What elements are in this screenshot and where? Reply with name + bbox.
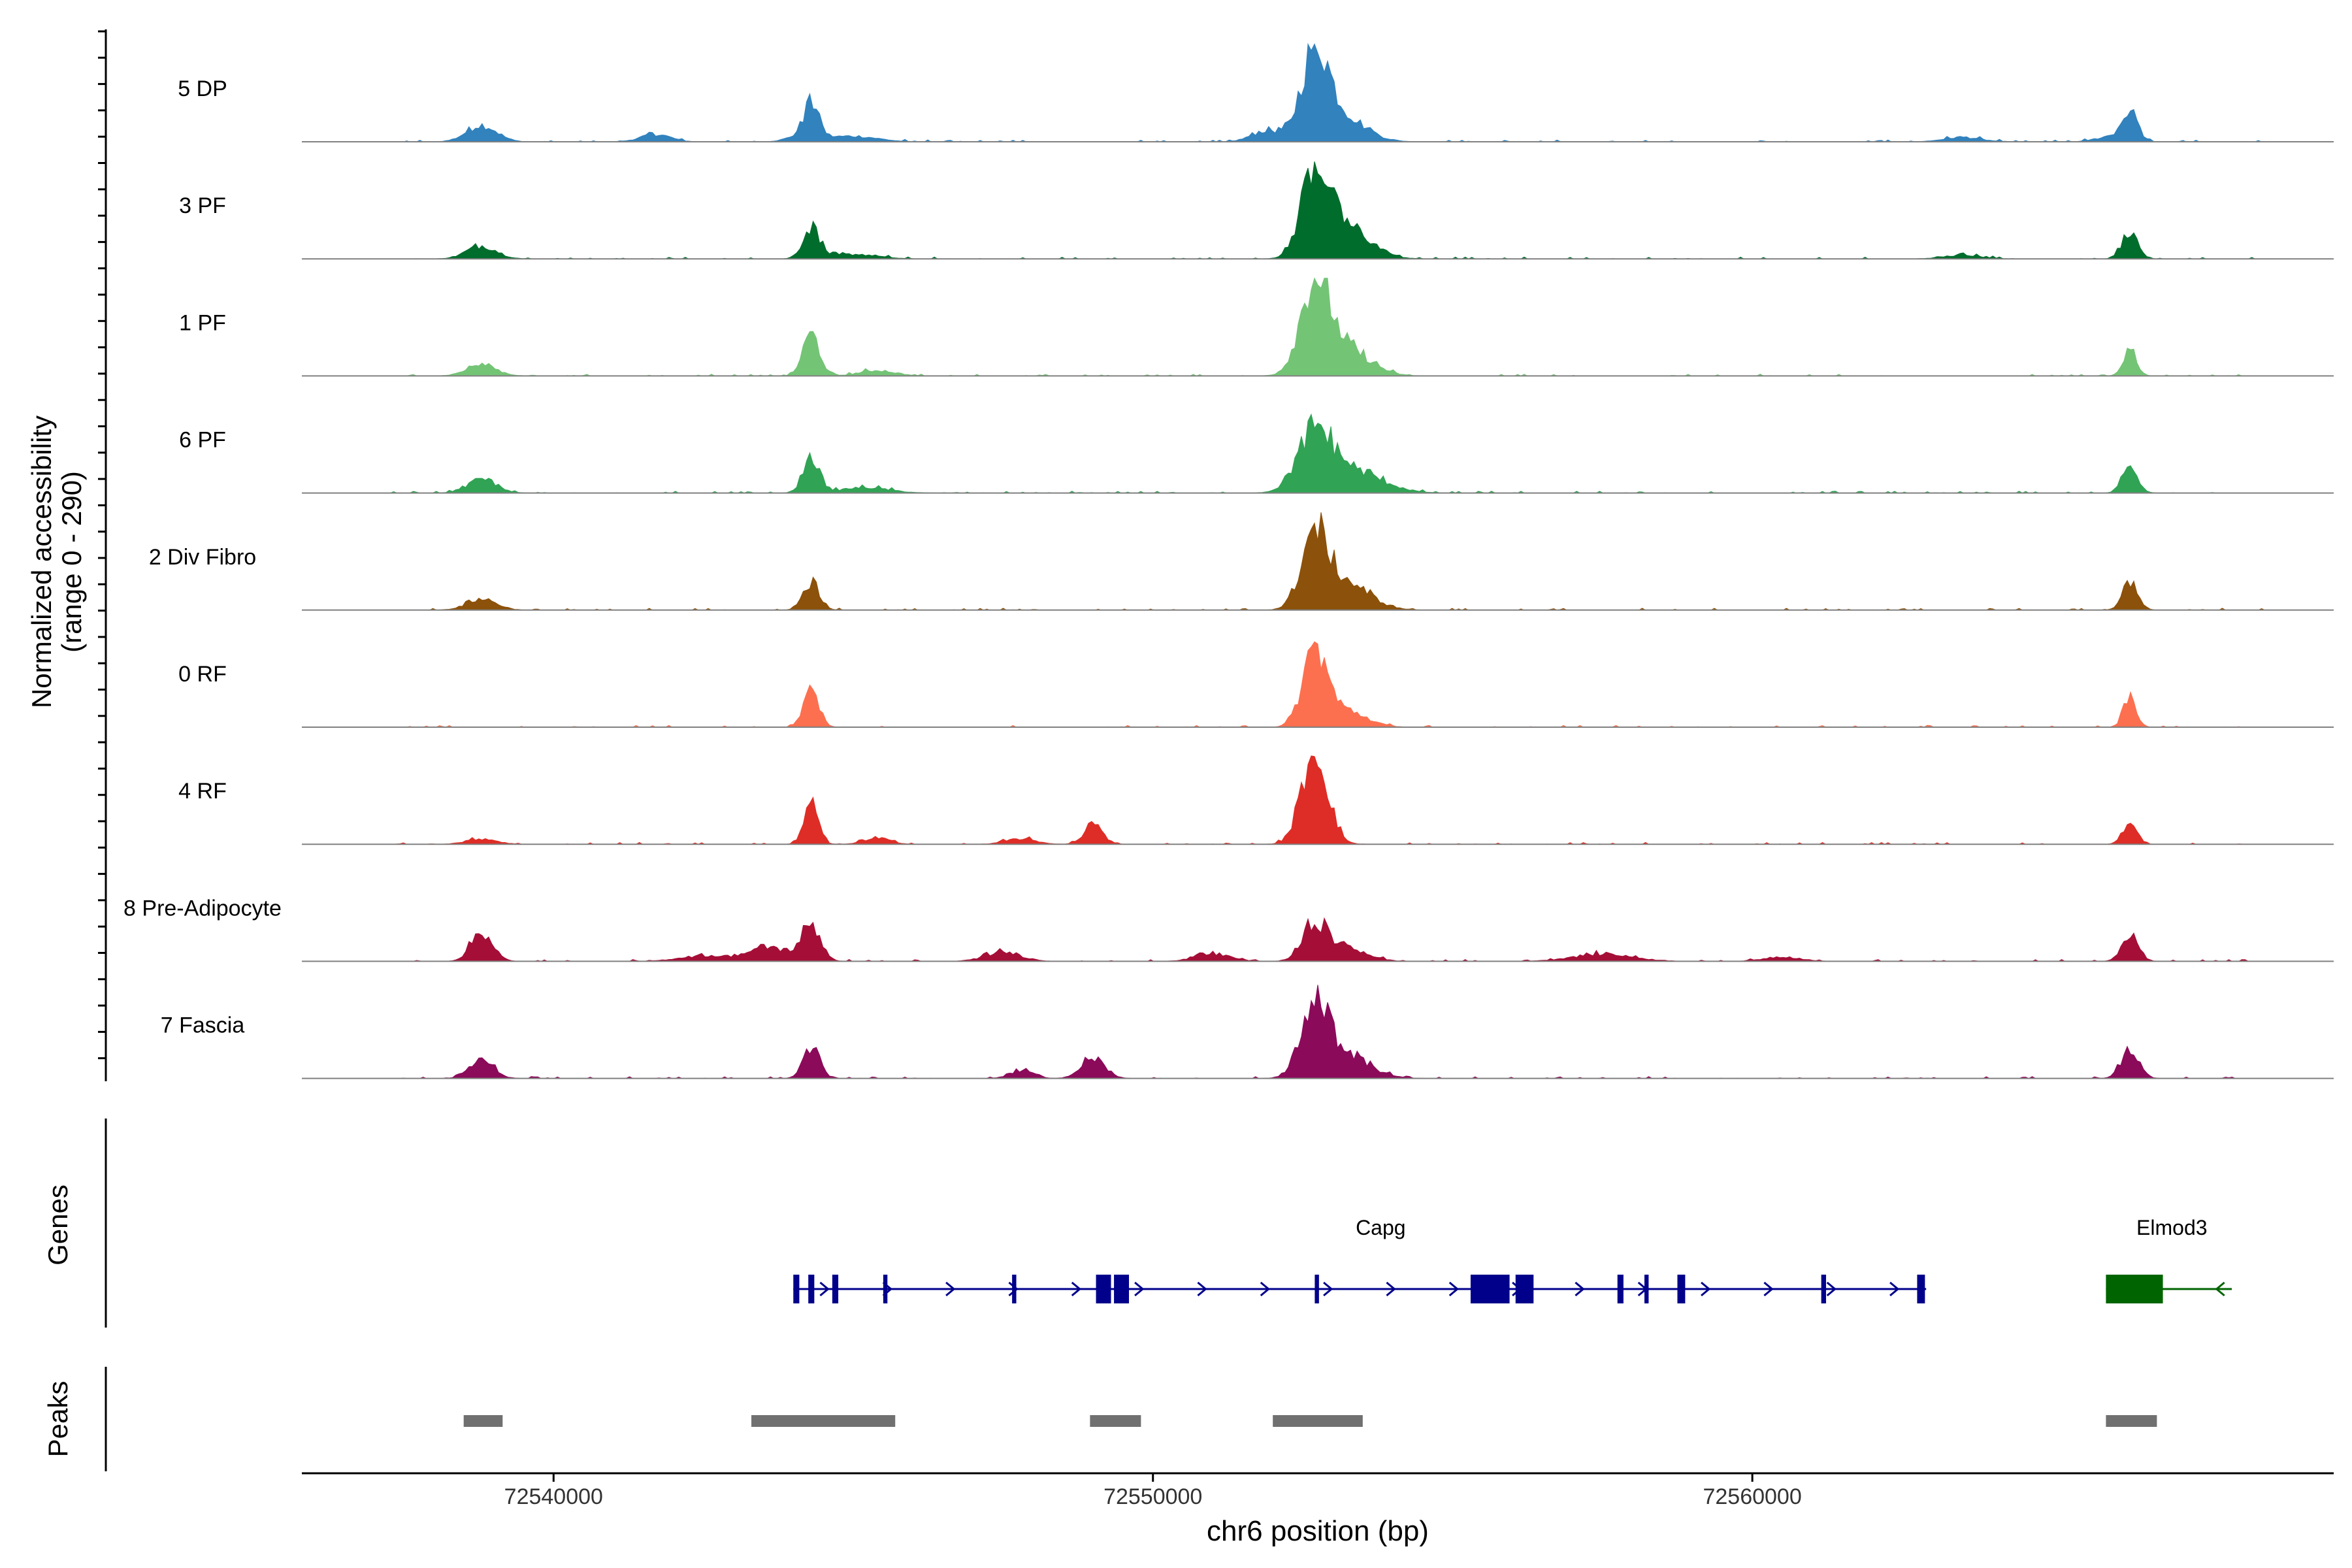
gene-label: Capg xyxy=(1356,1216,1406,1239)
peak-bar xyxy=(2106,1415,2157,1427)
peak-bar xyxy=(463,1415,503,1427)
track-label: 4 RF xyxy=(178,779,227,804)
peaks-track-label: Peaks xyxy=(42,1381,73,1458)
coverage-area xyxy=(302,512,2334,611)
strand-chevron xyxy=(1701,1281,1711,1297)
coverage-tracks: 5 DP 3 PF 1 PF 6 PF 2 Div Fibro 0 RF 4 RF 8 Pre… xyxy=(123,42,2334,1079)
exon xyxy=(1515,1275,1534,1303)
x-tick-label: 72550000 xyxy=(1103,1484,1202,1509)
coverage-y-ticks xyxy=(98,30,106,1060)
exon xyxy=(1012,1275,1017,1303)
x-axis-ticks: 72540000 72550000 72560000 xyxy=(504,1473,1802,1509)
peak-bar xyxy=(1273,1415,1363,1427)
strand-chevron xyxy=(1386,1281,1396,1297)
strand-chevron xyxy=(1008,1281,1019,1297)
coverage-area xyxy=(302,641,2334,728)
gene-models: Capg Elmod3 xyxy=(793,1216,2232,1303)
strand-chevron xyxy=(1448,1281,1460,1297)
track-4: 6 PF xyxy=(179,413,2334,494)
exon xyxy=(832,1275,839,1303)
strand-chevron xyxy=(1575,1281,1585,1297)
exon xyxy=(1096,1275,1111,1303)
track-7: 4 RF xyxy=(178,755,2334,845)
strand-chevron xyxy=(1889,1281,1900,1297)
exon xyxy=(1644,1275,1649,1303)
track-label: 7 Fascia xyxy=(161,1013,245,1038)
track-label: 5 DP xyxy=(178,76,227,101)
strand-chevron xyxy=(1197,1281,1207,1297)
track-1: 5 DP xyxy=(178,42,2334,142)
exon xyxy=(1917,1275,1925,1303)
exon xyxy=(1470,1275,1510,1303)
strand-chevron xyxy=(1134,1281,1145,1297)
gene-label: Elmod3 xyxy=(2136,1216,2208,1239)
track-9: 7 Fascia xyxy=(161,985,2334,1079)
gene-capg: Capg xyxy=(793,1216,1927,1303)
track-label: 8 Pre-Adipocyte xyxy=(123,896,282,921)
strand-chevron xyxy=(819,1281,830,1297)
strand-chevron xyxy=(945,1281,956,1297)
track-8: 8 Pre-Adipocyte xyxy=(123,896,2334,962)
y-axis-label: Normalized accessibility xyxy=(26,416,57,708)
strand-chevron xyxy=(1071,1281,1082,1297)
strand-chevron xyxy=(1826,1281,1837,1297)
strand-chevron xyxy=(1323,1281,1333,1297)
coverage-area xyxy=(302,42,2334,142)
coverage-area xyxy=(302,985,2334,1079)
track-5: 2 Div Fibro xyxy=(149,512,2334,611)
strand-chevron xyxy=(1260,1281,1271,1297)
track-label: 6 PF xyxy=(179,428,226,453)
gene-elmod3: Elmod3 xyxy=(2106,1216,2232,1303)
strand-chevron xyxy=(2215,1281,2225,1297)
exon xyxy=(808,1275,815,1303)
x-tick-label: 72540000 xyxy=(504,1484,603,1509)
track-2: 3 PF xyxy=(179,161,2334,260)
track-6: 0 RF xyxy=(178,641,2334,728)
exon xyxy=(1617,1275,1624,1303)
exon xyxy=(1821,1275,1826,1303)
exon xyxy=(2106,1275,2163,1303)
exon xyxy=(1114,1275,1130,1303)
peak-regions xyxy=(463,1415,2157,1427)
y-axis-range-label: (range 0 - 290) xyxy=(56,471,87,653)
exon xyxy=(793,1275,800,1303)
track-label: 0 RF xyxy=(178,662,227,687)
strand-chevron xyxy=(1763,1281,1774,1297)
exon xyxy=(1315,1275,1319,1303)
coverage-area xyxy=(302,277,2334,376)
track-label: 3 PF xyxy=(179,193,226,218)
genes-track-label: Genes xyxy=(42,1184,73,1266)
track-label: 1 PF xyxy=(179,310,226,335)
x-axis-label: chr6 position (bp) xyxy=(1207,1515,1429,1547)
exon xyxy=(1677,1275,1686,1303)
coverage-area xyxy=(302,917,2334,962)
coverage-area xyxy=(302,161,2334,259)
peak-bar xyxy=(1090,1415,1141,1427)
track-3: 1 PF xyxy=(179,277,2334,377)
exon xyxy=(883,1275,888,1303)
coverage-area xyxy=(302,413,2334,494)
peak-bar xyxy=(751,1415,896,1427)
x-tick-label: 72560000 xyxy=(1703,1484,1801,1509)
track-label: 2 Div Fibro xyxy=(149,545,256,570)
coverage-area xyxy=(302,755,2334,845)
